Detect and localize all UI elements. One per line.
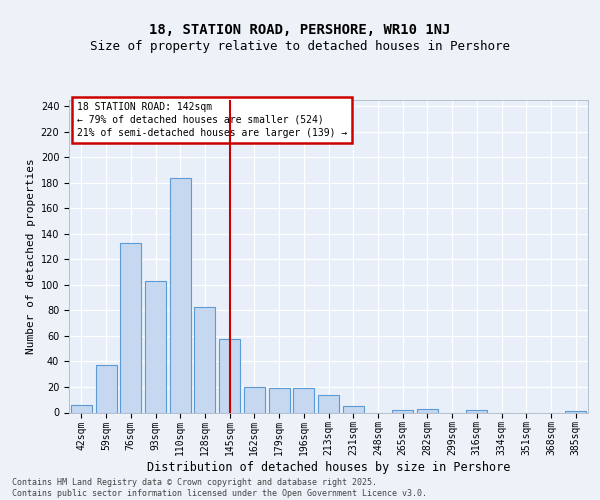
Text: 18 STATION ROAD: 142sqm
← 79% of detached houses are smaller (524)
21% of semi-d: 18 STATION ROAD: 142sqm ← 79% of detache…	[77, 102, 347, 138]
Bar	[343, 406, 364, 412]
Bar	[293, 388, 314, 412]
Bar	[417, 408, 438, 412]
Bar	[318, 394, 339, 412]
Y-axis label: Number of detached properties: Number of detached properties	[26, 158, 37, 354]
Text: Size of property relative to detached houses in Pershore: Size of property relative to detached ho…	[90, 40, 510, 53]
Bar	[145, 281, 166, 412]
Bar	[120, 243, 141, 412]
Bar	[269, 388, 290, 412]
Bar	[219, 338, 240, 412]
Text: 18, STATION ROAD, PERSHORE, WR10 1NJ: 18, STATION ROAD, PERSHORE, WR10 1NJ	[149, 22, 451, 36]
Bar	[244, 387, 265, 412]
Bar	[194, 306, 215, 412]
Bar	[71, 405, 92, 412]
Bar	[392, 410, 413, 412]
Bar	[466, 410, 487, 412]
Bar	[565, 411, 586, 412]
Text: Contains HM Land Registry data © Crown copyright and database right 2025.
Contai: Contains HM Land Registry data © Crown c…	[12, 478, 427, 498]
Bar	[95, 366, 116, 412]
Bar	[170, 178, 191, 412]
X-axis label: Distribution of detached houses by size in Pershore: Distribution of detached houses by size …	[147, 461, 510, 474]
